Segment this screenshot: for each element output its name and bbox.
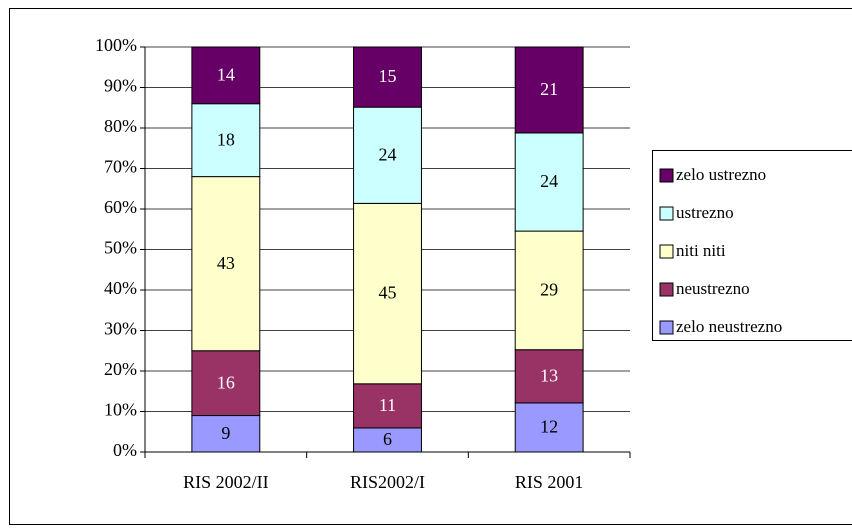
legend-label: zelo ustrezno bbox=[676, 165, 766, 184]
legend-swatch bbox=[659, 206, 674, 221]
bar-segment bbox=[353, 106, 422, 204]
y-tick-label: 60% bbox=[104, 197, 137, 217]
data-label: 21 bbox=[540, 79, 558, 99]
data-label: 6 bbox=[383, 429, 392, 449]
bar-segment bbox=[353, 383, 422, 429]
data-label: 24 bbox=[540, 171, 558, 191]
y-tick-label: 90% bbox=[104, 76, 137, 96]
bar-segment bbox=[353, 46, 422, 108]
y-tick-label: 10% bbox=[104, 400, 137, 420]
bar-segment bbox=[353, 427, 422, 453]
y-tick-label: 100% bbox=[95, 35, 137, 55]
legend-swatch bbox=[659, 320, 674, 335]
data-label: 14 bbox=[217, 64, 235, 84]
legend-label: zelo neustrezno bbox=[676, 317, 782, 336]
legend-label: ustrezno bbox=[676, 203, 734, 222]
bar-segment bbox=[191, 46, 261, 105]
data-label: 11 bbox=[379, 395, 396, 415]
y-tick-label: 0% bbox=[113, 440, 137, 460]
bar-segment bbox=[191, 350, 261, 417]
bar-segment bbox=[514, 46, 584, 134]
bar-segment bbox=[191, 176, 261, 352]
data-label: 45 bbox=[379, 283, 397, 303]
data-label: 29 bbox=[540, 280, 558, 300]
bar-segment bbox=[191, 103, 261, 178]
y-tick-label: 70% bbox=[104, 157, 137, 177]
bar-segment bbox=[514, 230, 584, 351]
data-label: 12 bbox=[540, 417, 558, 437]
data-label: 24 bbox=[379, 144, 397, 164]
data-label: 15 bbox=[379, 66, 397, 86]
y-tick-label: 80% bbox=[104, 116, 137, 136]
legend-swatch bbox=[659, 244, 674, 259]
y-tick-label: 40% bbox=[104, 278, 137, 298]
data-label: 16 bbox=[217, 372, 235, 392]
bar-segment bbox=[514, 132, 584, 232]
legend-swatch bbox=[659, 282, 674, 297]
data-label: 43 bbox=[217, 253, 235, 273]
bar-segment bbox=[514, 349, 584, 404]
legend-label: niti niti bbox=[676, 241, 726, 260]
x-tick-label: RIS 2002/II bbox=[183, 472, 269, 492]
data-label: 9 bbox=[221, 423, 230, 443]
y-tick-label: 50% bbox=[104, 238, 137, 258]
data-label: 13 bbox=[540, 365, 558, 385]
x-tick-label: RIS2002/I bbox=[350, 472, 425, 492]
y-tick-label: 30% bbox=[104, 319, 137, 339]
bar-segment bbox=[514, 402, 584, 453]
legend-swatch bbox=[659, 168, 674, 183]
data-label: 18 bbox=[217, 129, 235, 149]
y-tick-label: 20% bbox=[104, 359, 137, 379]
legend-box bbox=[652, 150, 852, 341]
legend-label: neustrezno bbox=[676, 279, 750, 298]
x-tick-label: RIS 2001 bbox=[515, 472, 584, 492]
